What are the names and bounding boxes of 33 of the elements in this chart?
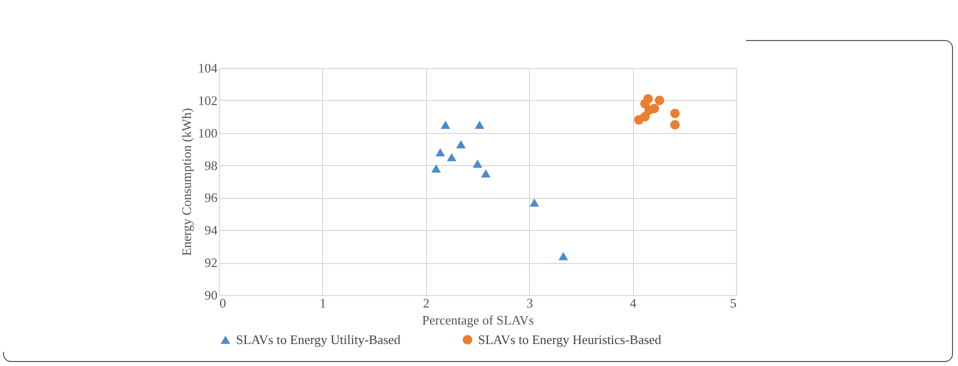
point xyxy=(446,153,456,162)
point xyxy=(472,160,482,168)
point xyxy=(436,148,446,156)
y-tick-label: 102 xyxy=(198,92,218,108)
point xyxy=(654,96,664,106)
y-tick-label: 92 xyxy=(204,255,218,270)
x-tick-label: 5 xyxy=(730,296,736,310)
y-tick-label: 98 xyxy=(204,158,218,173)
x-tick-label: 0 xyxy=(220,296,226,310)
point xyxy=(456,140,466,148)
point xyxy=(670,108,680,118)
x-axis-title: Percentage of SLAVs xyxy=(422,312,534,328)
y-tick-label: 104 xyxy=(198,60,218,76)
point xyxy=(670,120,680,130)
y-tick-label: 94 xyxy=(204,222,218,238)
point xyxy=(530,198,540,207)
x-tick-label: 3 xyxy=(526,296,533,310)
legend-label: SLAVs to Energy Utility-Based xyxy=(236,332,402,347)
y-tick-label: 96 xyxy=(204,190,218,206)
point xyxy=(431,164,441,173)
point xyxy=(440,120,450,129)
point xyxy=(558,252,568,260)
y-tick-label: 100 xyxy=(198,125,218,140)
x-tick-label: 1 xyxy=(320,296,326,310)
point xyxy=(644,105,654,115)
y-tick-label: 90 xyxy=(204,288,218,302)
point xyxy=(481,169,491,178)
legend-label: SLAVs to Energy Heuristics-Based xyxy=(478,332,662,347)
y-axis-title: Energy Consumption (kWh) xyxy=(179,108,194,256)
x-tick-label: 2 xyxy=(423,296,430,310)
x-tick-label: 4 xyxy=(630,296,637,310)
point xyxy=(643,94,653,104)
point xyxy=(474,120,484,129)
